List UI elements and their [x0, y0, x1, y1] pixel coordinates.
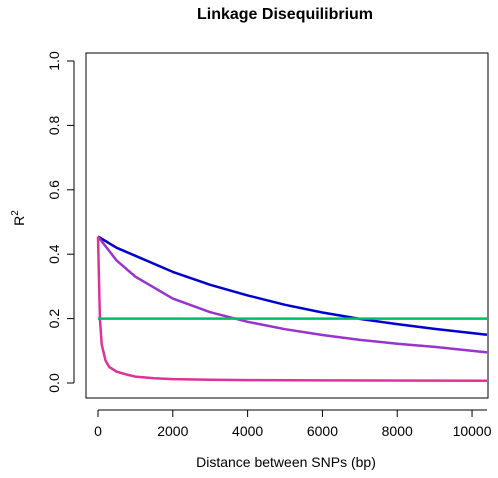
x-ticks: 0 2000 4000 6000 8000 10000 — [94, 410, 492, 439]
y-ticks: 0.0 0.2 0.4 0.6 0.8 1.0 — [46, 51, 74, 393]
y-axis-label-group: R2 — [10, 210, 27, 226]
x-tick-label: 4000 — [232, 423, 263, 439]
x-tick-label: 8000 — [382, 423, 413, 439]
y-tick-label: 0.6 — [46, 180, 62, 200]
series-line-2 — [97, 235, 488, 354]
x-tick-label: 0 — [94, 423, 102, 439]
series-layer — [96, 235, 488, 382]
series-line-1 — [97, 235, 488, 336]
y-tick-label: 1.0 — [46, 51, 62, 71]
y-tick-label: 0.4 — [46, 244, 62, 264]
y-axis-label: R2 — [10, 210, 27, 226]
x-axis-label: Distance between SNPs (bp) — [196, 454, 376, 470]
y-tick-label: 0.0 — [46, 373, 62, 393]
y-tick-label: 0.8 — [46, 115, 62, 135]
plot-area — [85, 52, 489, 399]
x-tick-label: 10000 — [453, 423, 492, 439]
series-line-3 — [96, 236, 488, 382]
x-tick-label: 6000 — [307, 423, 338, 439]
chart-title: Linkage Disequilibrium — [197, 6, 373, 23]
x-tick-label: 2000 — [157, 423, 188, 439]
y-axis-label-superscript: 2 — [10, 210, 21, 216]
y-tick-label: 0.2 — [46, 309, 62, 329]
y-axis-label-base: R — [11, 216, 27, 226]
